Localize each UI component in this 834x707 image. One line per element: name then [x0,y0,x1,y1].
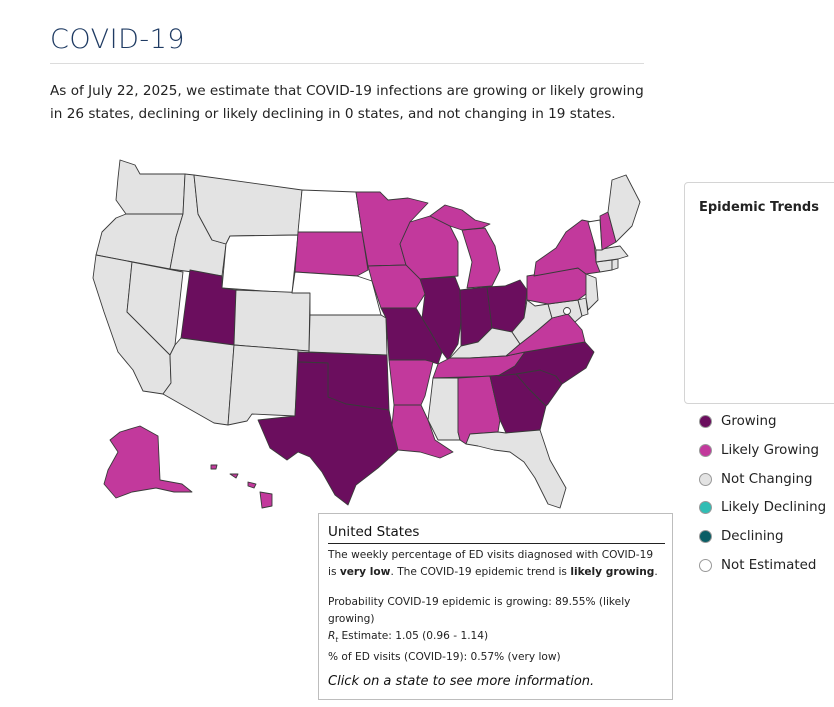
rt-symbol: R [328,630,336,642]
rt-estimate: Rt Estimate: 1.05 (0.96 - 1.14) [328,628,648,649]
state-ms[interactable] [427,377,461,441]
state-ri[interactable] [611,258,619,271]
click-hint: Click on a state to see more information… [328,674,595,689]
page-title: COVID-19 [50,24,185,55]
legend-label: Declining [721,528,784,544]
state-nc[interactable] [497,341,595,385]
state-nj[interactable] [585,273,599,311]
state-mi-upper[interactable] [429,204,491,231]
title-divider [50,63,644,64]
info-panel-description: The weekly percentage of ED visits diagn… [328,547,663,581]
ed-visits-percent: % of ED visits (COVID-19): 0.57% (very l… [328,651,561,664]
desc-trend: likely growing [570,566,655,578]
likely-declining-swatch-icon [699,500,712,514]
info-panel-stats: Probability COVID-19 epidemic is growing… [328,594,648,666]
legend-label: Likely Growing [721,442,820,458]
state-nd[interactable] [297,189,363,233]
state-info-panel: United States The weekly percentage of E… [318,513,673,700]
likely-growing-swatch-icon [699,443,712,457]
legend-label: Not Estimated [721,557,817,573]
legend-label: Not Changing [721,471,813,487]
legend-title: Epidemic Trends [699,200,819,215]
legend-label: Likely Declining [721,499,827,515]
state-la[interactable] [391,404,454,459]
epidemic-trends-legend: Epidemic Trends Growing Likely Growing N… [684,182,834,573]
legend-item-likely-declining: Likely Declining [699,497,826,517]
growing-swatch-icon [699,414,712,428]
state-fl[interactable] [465,429,567,509]
legend-label: Growing [721,413,777,429]
state-wy[interactable] [221,234,299,294]
state-mt[interactable] [193,174,303,245]
state-az[interactable] [162,337,235,426]
intro-text: As of July 22, 2025, we estimate that CO… [50,83,644,122]
state-ar[interactable] [388,359,434,406]
state-nm[interactable] [227,344,299,426]
info-panel-divider [328,543,665,544]
rt-subscript: t [335,636,339,645]
legend-item-not-changing: Not Changing [699,469,812,489]
state-me[interactable] [607,174,641,243]
state-ak[interactable] [103,425,193,499]
state-de[interactable] [577,297,589,317]
state-co[interactable] [233,289,311,352]
not-estimated-swatch-icon [699,558,712,572]
rt-value: Estimate: 1.05 (0.96 - 1.14) [338,630,489,642]
state-hi-big[interactable] [259,491,273,509]
legend-item-not-estimated: Not Estimated [699,555,816,575]
state-wa[interactable] [115,159,186,215]
state-ks[interactable] [308,314,388,356]
legend-item-growing: Growing [699,411,776,431]
state-dc[interactable] [563,307,571,315]
state-sd[interactable] [294,231,369,277]
desc-text: . [654,566,658,578]
state-hi-oahu[interactable] [229,473,239,479]
growth-probability: Probability COVID-19 epidemic is growing… [328,596,631,625]
state-ma[interactable] [595,245,629,263]
desc-level: very low [339,566,391,578]
legend-item-declining: Declining [699,526,784,546]
desc-text: The weekly percentage of ED visits diagn… [328,549,654,578]
not-changing-swatch-icon [699,472,712,486]
info-panel-title: United States [328,524,420,540]
declining-swatch-icon [699,529,712,543]
state-mi[interactable] [461,227,501,289]
state-tx[interactable] [257,361,399,506]
legend-item-likely-growing: Likely Growing [699,440,819,460]
state-mo[interactable] [380,307,443,365]
state-hi-maui[interactable] [247,481,257,489]
desc-text: . The COVID-19 epidemic trend is [390,566,571,578]
us-states-map [92,159,641,509]
state-hi-kauai[interactable] [210,464,218,470]
